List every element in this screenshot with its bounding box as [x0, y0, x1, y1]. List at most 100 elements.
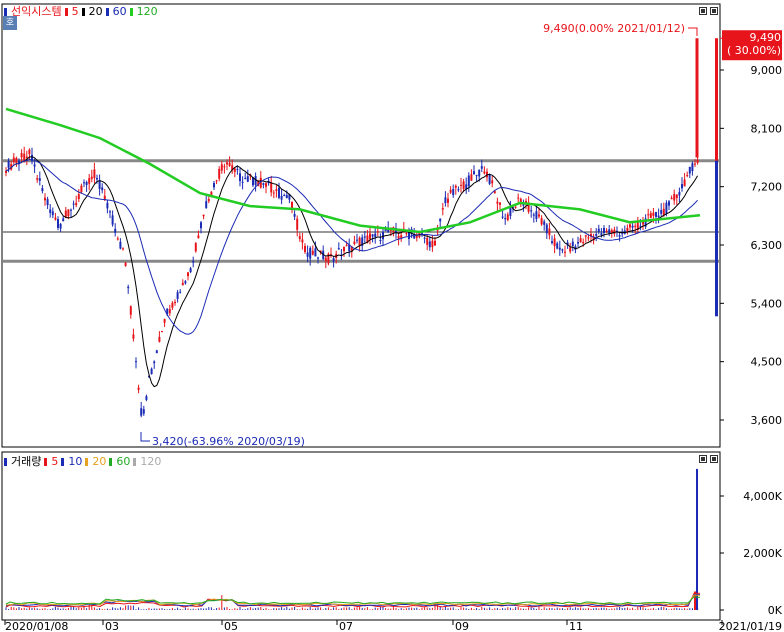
candle-body: [153, 361, 156, 364]
candle-body: [540, 218, 543, 225]
candle-body: [28, 149, 31, 155]
candle-body: [569, 247, 572, 252]
candle-body: [80, 185, 83, 193]
candle-body: [387, 227, 390, 233]
candle-body: [584, 235, 587, 237]
candle-body: [142, 409, 145, 414]
candle-body: [291, 201, 293, 210]
candle-body: [519, 198, 522, 205]
current-price-tag: [722, 30, 782, 61]
candle-body: [634, 225, 637, 227]
candle-body: [595, 234, 598, 236]
close-icon[interactable]: [710, 7, 718, 15]
candle-body: [694, 163, 696, 165]
candle-body: [88, 178, 91, 184]
candle-body: [96, 178, 98, 180]
candle-body: [262, 183, 265, 185]
candle-body: [571, 241, 574, 246]
candle-body: [168, 309, 171, 314]
candle-body: [272, 192, 275, 194]
candle-body: [369, 233, 371, 240]
candle-body: [449, 189, 452, 193]
candle-body: [683, 179, 686, 187]
ma60-line: [5, 158, 698, 335]
candle-body: [499, 202, 501, 205]
candle-body: [457, 189, 460, 191]
candle-body: [83, 182, 85, 184]
candle-body: [639, 225, 642, 227]
candle-body: [223, 166, 226, 168]
candle-body: [31, 154, 33, 162]
candle-body: [72, 203, 75, 205]
x-tick-label: 07: [339, 620, 353, 632]
candle-body: [423, 237, 426, 239]
candle-body: [662, 208, 665, 216]
candle-body: [171, 302, 174, 308]
candle-body: [207, 198, 210, 202]
y-tick-label: 4,000K: [743, 490, 782, 503]
candle-body: [12, 157, 15, 163]
price-legend-ma120: 120: [136, 5, 158, 18]
candle-body: [665, 202, 668, 214]
candle-body: [657, 215, 660, 218]
candle-body: [610, 230, 613, 234]
toggle-icon[interactable]: 호: [3, 16, 17, 30]
candle-body: [161, 330, 163, 332]
y-tick-label: 3,600: [751, 414, 783, 427]
candle-body: [629, 224, 631, 228]
candle-body: [51, 211, 54, 216]
candle-body: [613, 229, 616, 234]
candle-body: [361, 237, 364, 246]
candle-body: [111, 215, 114, 225]
candle-body: [626, 227, 629, 232]
candle-body: [478, 169, 481, 177]
candle-body: [465, 184, 468, 189]
candle-body: [345, 245, 348, 247]
high-annotation: 9,490(0.00% 2021/01/12): [543, 22, 685, 35]
legend-chip-icon: [64, 8, 68, 16]
candle-body: [129, 306, 132, 315]
candle-body: [371, 234, 374, 237]
candle-body: [254, 175, 257, 185]
candle-body: [670, 197, 673, 200]
candle-body: [218, 168, 221, 179]
candle-body: [473, 171, 475, 175]
y-tick-label: 5,400: [751, 297, 783, 310]
candle-body: [140, 408, 143, 416]
candle-body: [106, 202, 109, 209]
restore-icon[interactable]: [699, 7, 707, 15]
candle-body: [431, 240, 434, 248]
candle-body: [181, 282, 184, 286]
candle-body: [317, 257, 319, 259]
legend-chip-icon: [133, 458, 137, 466]
candle-body: [220, 164, 223, 171]
y-tick-label: 6,300: [751, 239, 783, 252]
candle-body: [577, 241, 579, 244]
legend-chip-icon: [105, 8, 109, 16]
candle-body: [483, 171, 486, 174]
candle-body: [551, 241, 553, 244]
candle-body: [506, 214, 509, 221]
candle-body: [678, 191, 681, 196]
candle-body: [278, 187, 280, 198]
candle-body: [25, 156, 28, 158]
candle-body: [59, 223, 62, 229]
candle-body: [327, 253, 330, 264]
candle-body: [592, 236, 595, 241]
candle-body: [280, 196, 283, 200]
candle-body: [608, 229, 611, 234]
candle-body: [246, 176, 249, 182]
candle-body: [642, 220, 644, 225]
candle-body: [239, 173, 241, 182]
candle-body: [405, 233, 408, 235]
candle-body: [348, 244, 351, 252]
candle-body: [467, 175, 470, 186]
candle-body: [444, 197, 447, 204]
candle-body: [605, 230, 608, 232]
candle-body: [132, 334, 135, 339]
restore-icon[interactable]: [699, 455, 707, 463]
candle-body: [428, 241, 431, 248]
range-bar: [715, 38, 718, 161]
close-icon[interactable]: [710, 455, 718, 463]
candle-body: [696, 159, 699, 163]
